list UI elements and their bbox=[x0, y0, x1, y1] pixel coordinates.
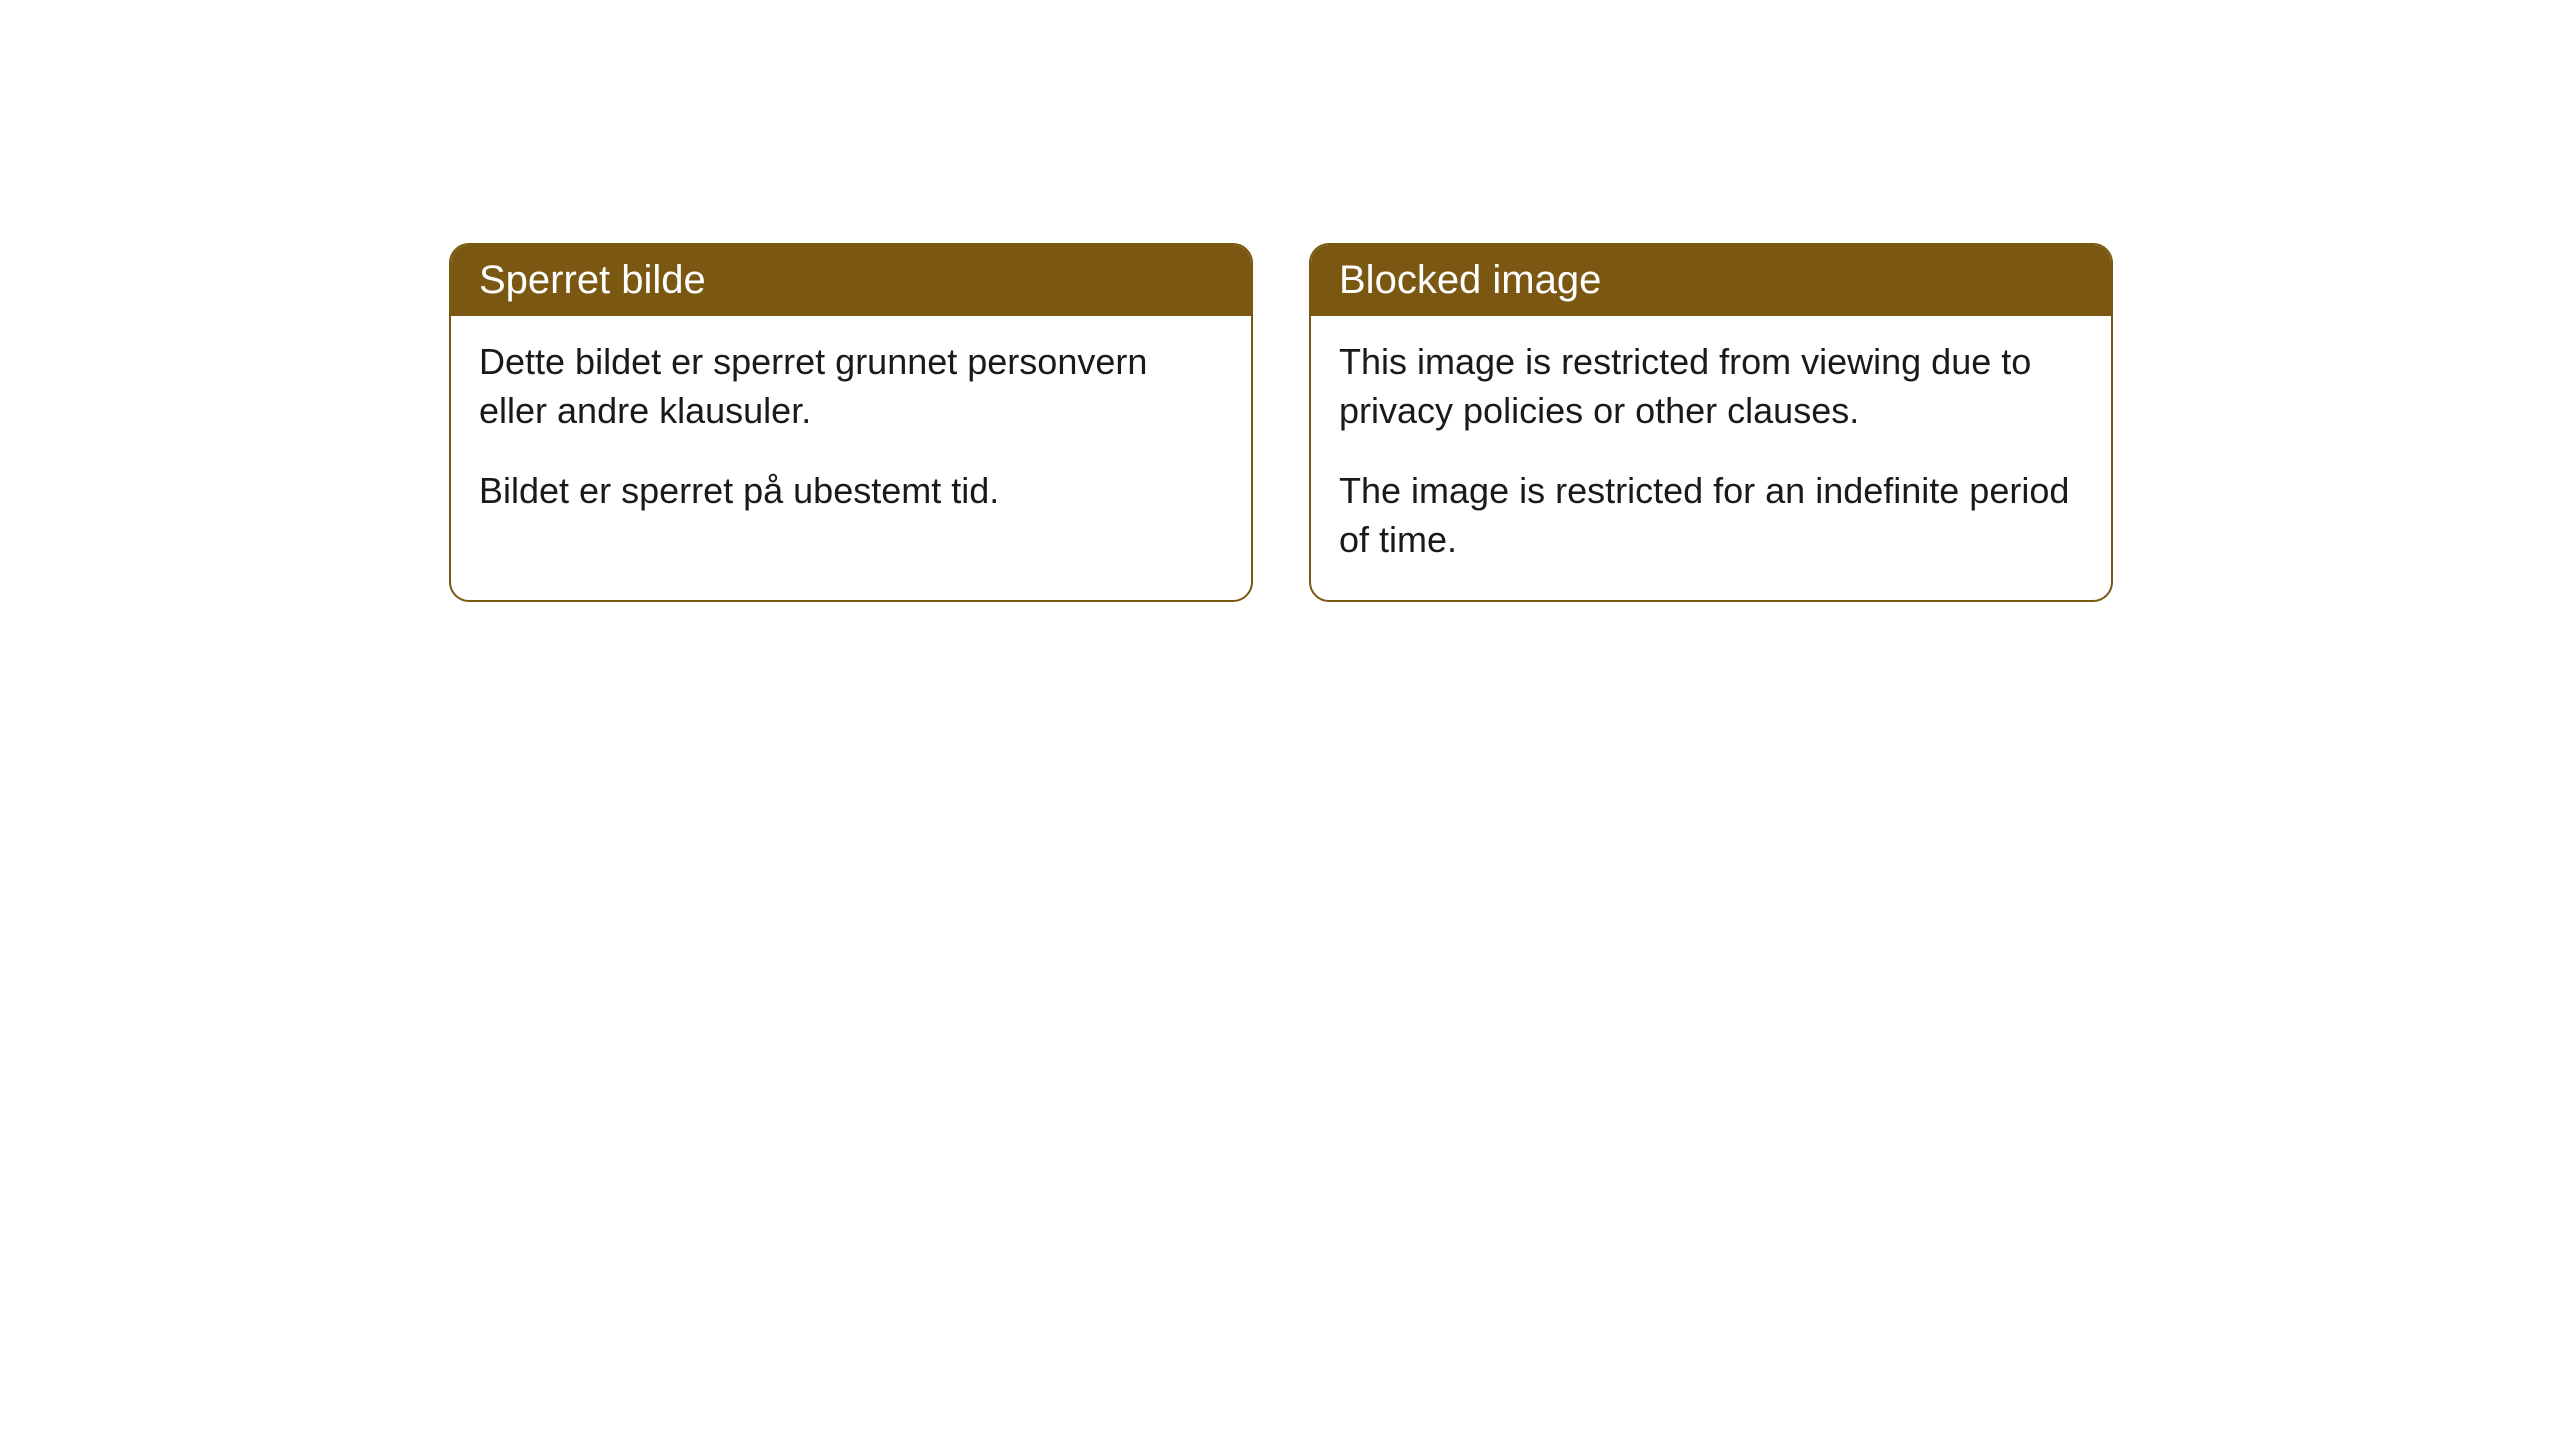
card-body-norwegian: Dette bildet er sperret grunnet personve… bbox=[451, 316, 1251, 552]
card-body-english: This image is restricted from viewing du… bbox=[1311, 316, 2111, 600]
notice-card-norwegian: Sperret bilde Dette bildet er sperret gr… bbox=[449, 243, 1253, 602]
notice-card-english: Blocked image This image is restricted f… bbox=[1309, 243, 2113, 602]
card-paragraph: The image is restricted for an indefinit… bbox=[1339, 467, 2083, 564]
card-paragraph: This image is restricted from viewing du… bbox=[1339, 338, 2083, 435]
card-title: Blocked image bbox=[1339, 258, 1601, 302]
card-title: Sperret bilde bbox=[479, 258, 706, 302]
card-header-norwegian: Sperret bilde bbox=[451, 245, 1251, 316]
card-header-english: Blocked image bbox=[1311, 245, 2111, 316]
notice-cards-container: Sperret bilde Dette bildet er sperret gr… bbox=[449, 243, 2113, 602]
card-paragraph: Bildet er sperret på ubestemt tid. bbox=[479, 467, 1223, 516]
card-paragraph: Dette bildet er sperret grunnet personve… bbox=[479, 338, 1223, 435]
